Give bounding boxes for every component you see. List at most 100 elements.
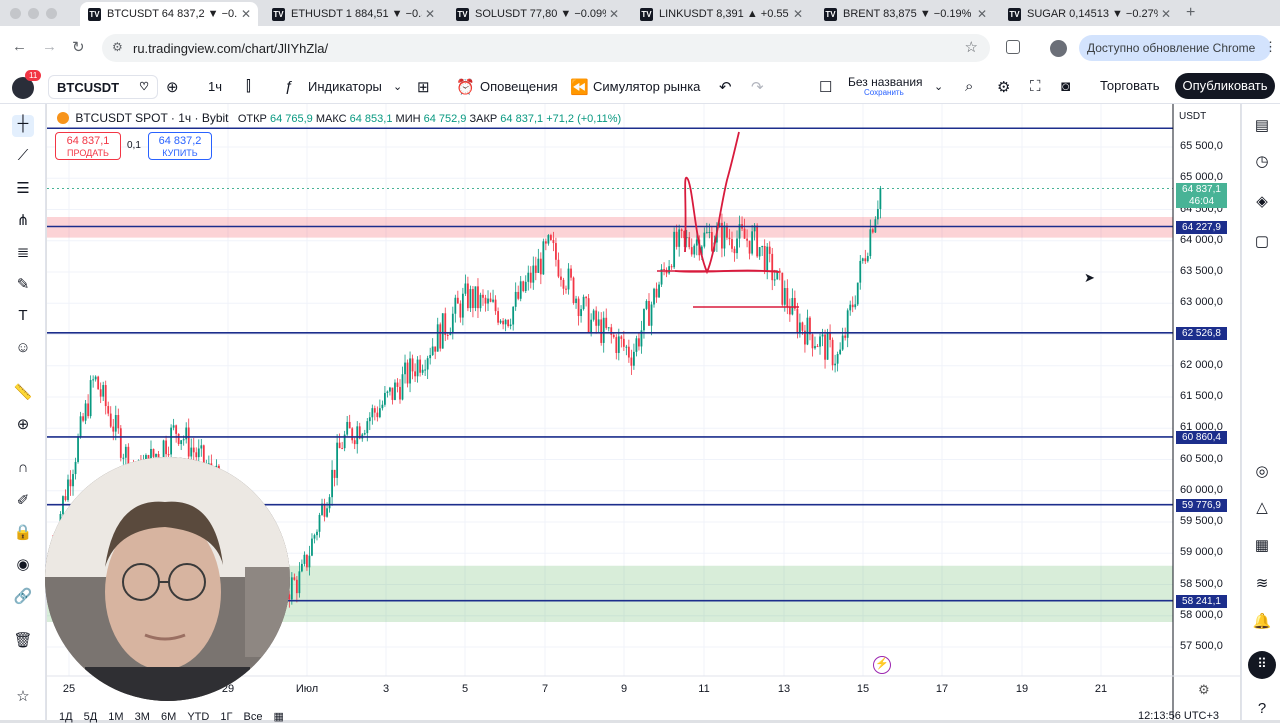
- favorites-star-icon[interactable]: ☆: [16, 688, 30, 705]
- browser-tab-linkusdt[interactable]: TV LINKUSDT 8,391 ▲ +0.55 ✕: [632, 2, 810, 26]
- browser-tab-ethusdt[interactable]: TV ETHUSDT 1 884,51 ▼ −0.3 ✕: [264, 2, 442, 26]
- forward-icon[interactable]: →: [42, 38, 57, 55]
- legend-title[interactable]: BTCUSDT SPOT · 1ч · Bybit: [75, 111, 229, 125]
- candle-body: [446, 334, 449, 336]
- lightning-icon[interactable]: ⚡: [873, 656, 891, 674]
- range-1y[interactable]: 1Г: [220, 711, 233, 723]
- streams-icon[interactable]: ≋: [1255, 575, 1269, 592]
- crosshair-icon[interactable]: ┼: [12, 115, 34, 137]
- redo-icon[interactable]: ↷: [751, 79, 764, 96]
- trash-icon[interactable]: 🗑: [13, 632, 33, 649]
- sell-button[interactable]: 64 837,1 ПРОДАТЬ: [55, 132, 121, 160]
- range-6m[interactable]: 6М: [160, 711, 177, 723]
- settings-gear-icon[interactable]: ⚙: [997, 79, 1011, 96]
- candle-body: [625, 346, 628, 348]
- stay-drawing-icon[interactable]: ✐: [16, 492, 30, 509]
- chevron-down-icon[interactable]: ⌄: [393, 81, 403, 93]
- target-icon[interactable]: ◎: [1255, 463, 1269, 480]
- chevron-down-icon[interactable]: ⌄: [934, 81, 944, 93]
- layout-checkbox-icon[interactable]: ☐: [819, 79, 833, 96]
- range-all[interactable]: Все: [243, 711, 263, 723]
- currency-selector[interactable]: USDT: [1179, 111, 1207, 122]
- text-tool-icon[interactable]: T: [18, 307, 28, 324]
- site-info-icon[interactable]: ⚙: [112, 40, 123, 54]
- apps-grid-icon[interactable]: ⠿: [1248, 651, 1276, 679]
- reload-icon[interactable]: ↻: [72, 39, 85, 56]
- range-1m[interactable]: 1М: [108, 711, 124, 723]
- brush-icon[interactable]: ✎: [16, 276, 30, 293]
- ideas-icon[interactable]: △: [1256, 499, 1268, 516]
- browser-tab-btcusdt[interactable]: TV BTCUSDT 64 837,2 ▼ −0. ✕: [80, 2, 258, 26]
- close-tab-icon[interactable]: ✕: [240, 7, 252, 21]
- quick-search-icon[interactable]: ⌕: [965, 78, 974, 95]
- horizontal-lines-icon[interactable]: ☰: [16, 180, 30, 197]
- price-tick-label: 65 500,0: [1180, 140, 1223, 152]
- layers-icon[interactable]: ◈: [1256, 193, 1268, 210]
- price-tick-label: 64 000,0: [1180, 233, 1223, 246]
- alerts-button[interactable]: Оповещения: [480, 79, 558, 94]
- fullscreen-icon[interactable]: ⛶: [1030, 78, 1041, 95]
- interval-button[interactable]: 1ч: [208, 79, 223, 94]
- timezone-clock[interactable]: 12:13:56 UTC+3: [1138, 710, 1220, 722]
- undo-icon[interactable]: ↶: [719, 79, 732, 96]
- browser-menu-icon[interactable]: ⋮: [1264, 39, 1277, 54]
- chrome-update-button[interactable]: Доступно обновление Chrome: [1079, 35, 1271, 61]
- profile-avatar[interactable]: [1050, 40, 1067, 57]
- watchlist-icon[interactable]: ▤: [1254, 117, 1270, 134]
- user-menu-avatar[interactable]: [12, 77, 34, 99]
- back-icon[interactable]: ←: [12, 38, 27, 55]
- trade-button[interactable]: Торговать: [1100, 78, 1160, 93]
- close-tab-icon[interactable]: ✕: [792, 7, 804, 21]
- browser-tab-brent[interactable]: TV BRENT 83,875 ▼ −0.19% ✕: [816, 2, 994, 26]
- range-1d[interactable]: 1Д: [59, 711, 73, 723]
- candle-body: [414, 371, 416, 377]
- axis-settings-icon[interactable]: ⚙: [1198, 682, 1210, 697]
- range-ytd[interactable]: YTD: [187, 711, 210, 723]
- layout-name[interactable]: Без названия: [848, 75, 923, 89]
- favorite-heart-icon[interactable]: ♡: [139, 81, 149, 93]
- chat-icon[interactable]: ▢: [1254, 233, 1270, 250]
- window-controls[interactable]: [10, 8, 57, 19]
- camera-snapshot-icon[interactable]: ◙: [1061, 78, 1071, 95]
- extensions-icon[interactable]: [1006, 40, 1020, 54]
- hide-drawings-eye-icon[interactable]: ◉: [16, 556, 30, 573]
- close-tab-icon[interactable]: ✕: [424, 7, 436, 21]
- market-replay-button[interactable]: Симулятор рынка: [593, 79, 701, 94]
- save-layout-link[interactable]: Сохранить: [864, 88, 904, 97]
- calendar-icon[interactable]: ▦: [1254, 537, 1270, 554]
- range-5d[interactable]: 5Д: [83, 711, 98, 723]
- close-tab-icon[interactable]: ✕: [1160, 7, 1172, 21]
- compare-symbol-icon[interactable]: ⊕: [166, 79, 179, 96]
- zoom-in-icon[interactable]: ⊕: [16, 416, 30, 433]
- indicators-button[interactable]: Индикаторы: [308, 79, 382, 94]
- emoji-icon[interactable]: ☺: [15, 339, 31, 356]
- bookmark-star-icon[interactable]: ☆: [964, 39, 978, 56]
- link-icon[interactable]: 🔗: [13, 588, 33, 605]
- chart-type-candles-icon[interactable]: ⫿: [246, 78, 251, 95]
- alerts-clock-icon[interactable]: ◷: [1255, 153, 1269, 170]
- lock-icon[interactable]: 🔒: [13, 524, 33, 541]
- order-quantity[interactable]: 0,1: [127, 140, 141, 151]
- candle-body: [708, 231, 711, 233]
- templates-grid-icon[interactable]: ⊞: [417, 79, 430, 96]
- close-tab-icon[interactable]: ✕: [608, 7, 620, 21]
- chart-pane[interactable]: BTCUSDT SPOT · 1ч · Bybit ОТКР 64 765,9 …: [45, 104, 1240, 723]
- url-text[interactable]: ru.tradingview.com/chart/JlIYhZla/: [133, 41, 329, 56]
- trend-line-icon[interactable]: ⟋: [17, 147, 29, 164]
- new-tab-icon[interactable]: +: [1186, 4, 1196, 21]
- ruler-icon[interactable]: 📏: [13, 384, 33, 401]
- pitchfork-icon[interactable]: ⋔: [16, 212, 30, 229]
- magnet-icon[interactable]: ∩: [17, 459, 29, 476]
- close-tab-icon[interactable]: ✕: [976, 7, 988, 21]
- buy-button[interactable]: 64 837,2 КУПИТЬ: [148, 132, 212, 160]
- notifications-bell-icon[interactable]: 🔔: [1252, 613, 1272, 630]
- publish-button[interactable]: Опубликовать: [1175, 73, 1275, 99]
- browser-tab-sugar[interactable]: TV SUGAR 0,14513 ▼ −0.27% ✕: [1000, 2, 1178, 26]
- range-3m[interactable]: 3М: [134, 711, 150, 723]
- symbol-search-button[interactable]: BTCUSDT ♡: [48, 75, 158, 99]
- browser-tab-solusdt[interactable]: TV SOLUSDT 77,80 ▼ −0.09% ✕: [448, 2, 626, 26]
- fib-retracement-icon[interactable]: ≣: [16, 244, 30, 261]
- omnibox[interactable]: ⚙ ru.tradingview.com/chart/JlIYhZla/ ☆: [102, 34, 990, 62]
- goto-date-icon[interactable]: ▦: [273, 711, 284, 723]
- help-icon[interactable]: ?: [1257, 700, 1267, 717]
